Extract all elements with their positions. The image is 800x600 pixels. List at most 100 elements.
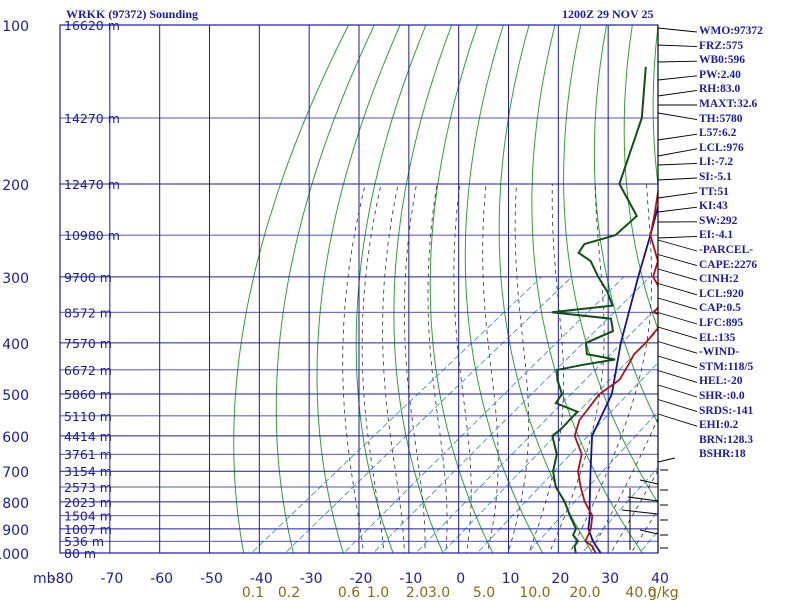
- dry-adiabat: [316, 25, 401, 553]
- index-leader: [657, 162, 698, 166]
- pressure-unit-label: mb: [33, 571, 56, 587]
- height-label: 7570 m: [64, 336, 112, 351]
- height-label: 5110 m: [64, 409, 112, 424]
- moist-adiabat: [610, 469, 658, 553]
- moist-adiabat: [361, 183, 385, 553]
- index-item: TH:5780: [699, 112, 743, 125]
- index-item: SI:-5.1: [699, 171, 732, 183]
- height-label: 9700 m: [64, 270, 112, 285]
- index-leader: [657, 268, 698, 281]
- mixing-ratio-line: [284, 276, 573, 553]
- pressure-tick-label: 700: [2, 465, 29, 481]
- pressure-tick-label: 600: [2, 430, 29, 446]
- mixing-ratio-tick-label: 0.6: [338, 585, 360, 600]
- mixing-ratio-line: [476, 362, 658, 553]
- pressure-tick-label: 500: [2, 388, 29, 404]
- index-item: EHI:0.2: [699, 419, 739, 432]
- mixing-ratio-tick-label: 0.1: [242, 585, 264, 600]
- temperature-tick-label: 0: [456, 571, 465, 587]
- height-label: 14270 m: [64, 111, 120, 126]
- index-leader: [657, 206, 698, 213]
- index-leader: [657, 283, 698, 296]
- index-leader: [657, 312, 698, 325]
- index-item: FRZ:575: [699, 39, 744, 52]
- index-leader: [657, 112, 698, 121]
- dry-adiabat: [429, 25, 494, 553]
- temperature-tick-label: -20: [350, 571, 373, 587]
- index-item: CAPE:2276: [699, 258, 758, 271]
- mixing-ratio-tick-label: 5.0: [473, 585, 495, 600]
- wind-barb: [639, 479, 659, 485]
- mixing-ratio-tick-label: 1.0: [367, 585, 389, 600]
- height-label: 80 m: [64, 546, 96, 561]
- index-leader: [657, 235, 698, 239]
- dry-adiabat: [498, 25, 594, 553]
- chart-time: 1200Z 29 NOV 25: [562, 7, 654, 21]
- moist-adiabat: [528, 183, 564, 553]
- wind-barb: [657, 457, 676, 463]
- dry-adiabat: [233, 25, 349, 553]
- temperature-tick-label: -60: [150, 571, 173, 587]
- index-item: KI:43: [699, 200, 728, 213]
- moist-adiabat: [427, 183, 448, 553]
- dry-adiabat: [464, 25, 544, 553]
- dry-adiabat: [355, 25, 427, 553]
- index-item: LI:-7.2: [699, 156, 734, 169]
- moist-adiabat: [453, 183, 472, 553]
- temperature-tick-label: -50: [200, 571, 223, 587]
- index-leader: [657, 148, 698, 157]
- mixing-ratio-line: [343, 276, 625, 553]
- dry-adiabat: [623, 25, 658, 331]
- dry-adiabat: [275, 25, 375, 553]
- index-leader: [657, 341, 698, 354]
- index-leader: [657, 370, 698, 383]
- temperature-tick-label: 20: [551, 571, 569, 587]
- mixing-ratio-tick-label: 10.0: [519, 585, 550, 600]
- index-item: SW:292: [699, 214, 738, 227]
- index-item: BRN:128.3: [699, 433, 753, 446]
- mixing-ratio-line: [527, 411, 658, 553]
- height-label: 4414 m: [64, 429, 112, 444]
- index-item: HEL:-20: [699, 375, 743, 388]
- index-item: BSHR:18: [699, 448, 746, 461]
- index-item: LCL:920: [699, 287, 744, 300]
- index-leader: [657, 27, 698, 33]
- temperature-tick-label: -10: [399, 571, 422, 587]
- temperature-tick-label: 40: [651, 571, 669, 587]
- index-leader: [657, 133, 698, 141]
- dry-adiabat: [761, 25, 800, 564]
- mixing-ratio-line: [581, 466, 658, 553]
- temperature-tick-label: 30: [601, 571, 619, 587]
- dry-adiabat: [563, 25, 658, 504]
- index-item: SRDS:-141: [699, 404, 754, 417]
- height-label: 2023 m: [64, 495, 112, 510]
- index-item: STM:118/5: [699, 360, 754, 373]
- height-label: 8572 m: [64, 305, 112, 320]
- pressure-tick-label: 300: [2, 271, 29, 287]
- mixing-ratio-tick-label: 2.0: [406, 585, 428, 600]
- label-layer: 100200300400500600700800900100016620 m14…: [0, 18, 679, 600]
- mixing-ratio-tick-label: 3.0: [428, 585, 450, 600]
- mixing-ratio-tick-label: 20.0: [569, 585, 600, 600]
- height-label: 3761 m: [64, 447, 112, 462]
- dry-adiabat: [787, 25, 800, 564]
- mixing-ratio-line: [250, 276, 542, 553]
- index-leader: [657, 297, 698, 310]
- height-label: 16620 m: [64, 18, 120, 33]
- right-panel-layer: [621, 25, 698, 553]
- mixing-ratio-line: [441, 329, 658, 553]
- moist-adiabat: [482, 183, 499, 553]
- index-item: WB0:596: [699, 54, 745, 67]
- index-item: -WIND-: [699, 346, 740, 359]
- moist-adiabat: [342, 183, 366, 553]
- height-label: 5860 m: [64, 387, 112, 402]
- wind-barb: [621, 509, 659, 515]
- pressure-tick-label: 200: [2, 178, 29, 194]
- index-leader: [657, 75, 698, 81]
- series-dewpoint: [551, 66, 647, 553]
- temperature-tick-label: 10: [502, 571, 520, 587]
- index-item: CAP:0.5: [699, 302, 741, 315]
- index-item: MAXT:32.6: [699, 98, 758, 110]
- index-item: SHR-:0.0: [699, 390, 745, 402]
